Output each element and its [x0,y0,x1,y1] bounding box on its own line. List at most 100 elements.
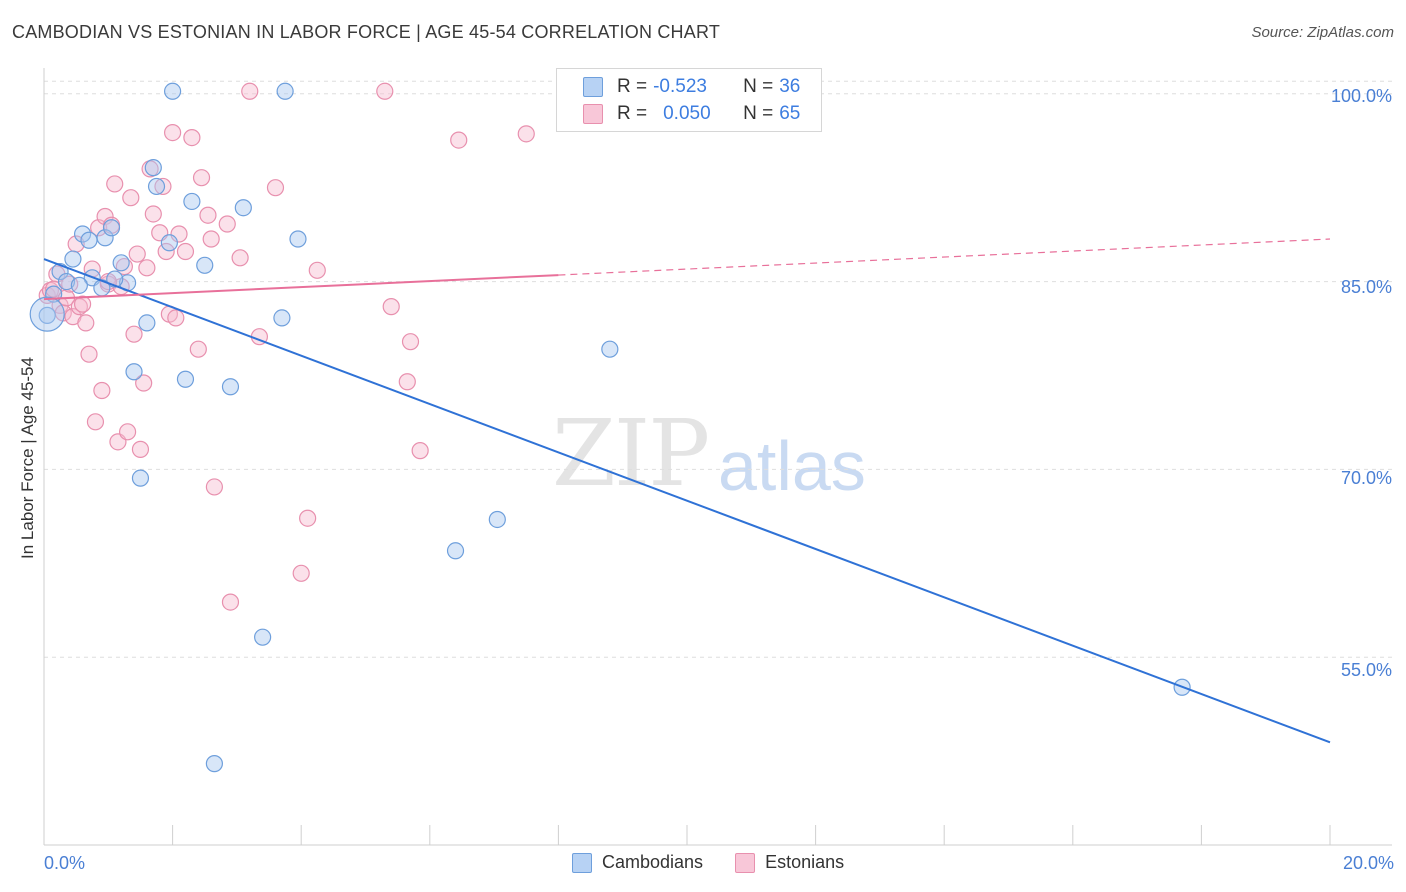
legend-row-cambodians: R = -0.523 N = 36 [583,76,800,98]
estonian-point [517,125,535,143]
series-legend: Cambodians Estonians [572,852,844,873]
cambodian-point [38,306,56,324]
estonian-point [401,333,420,351]
estonian-point [450,131,468,149]
source-credit: Source: ZipAtlas.com [1251,24,1394,41]
r-value: -0.523 [653,76,707,97]
cambodian-point [73,225,92,243]
y-tick-label: 70.0% [1340,468,1392,488]
n-value: 36 [779,76,801,97]
r-label: R = [617,103,648,124]
y-tick-label: 100.0% [1330,86,1392,106]
estonian-point [266,179,285,197]
estonian-point [77,314,95,332]
watermark-atlas: atlas [718,427,866,505]
cambodian-point [144,159,162,177]
estonians-swatch [583,104,603,124]
r-label: R = [617,76,648,97]
cambodian-point [102,219,121,237]
estonian-point [189,340,207,358]
x-tick-label: 20.0% [1342,853,1394,873]
cambodian-point [138,314,156,332]
cambodian-point [446,542,465,560]
estonians-swatch [735,852,756,873]
estonian-point [73,295,92,313]
estonian-point [299,509,317,527]
estonian-point [45,280,63,298]
estonian-point [241,82,259,100]
cambodian-point [183,192,201,211]
estonian-point [199,206,217,224]
estonian-point [80,345,98,363]
estonian-point [138,259,156,277]
estonian-point [308,261,326,279]
estonian-point [183,129,201,147]
y-tick-label: 85.0% [1340,277,1392,297]
estonian-point [202,230,220,248]
cambodian-point [160,234,178,252]
cambodian-cluster-point [29,296,65,332]
y-axis-label: In Labor Force | Age 45-54 [18,357,37,559]
estonian-point [118,423,137,441]
watermark-zip: ZIP [552,400,710,507]
legend-row-estonians: R = 0.050 N = 65 [583,103,800,125]
estonian-point [122,189,140,207]
legend-cambodians: Cambodians [602,852,704,872]
stats-legend: R = -0.523 N = 36 R = 0.050 N = 65 [556,68,822,132]
estonian-point [382,298,400,316]
estonian-point [218,215,236,233]
estonian-point [125,325,143,343]
cambodian-point [234,199,252,217]
cambodian-point [601,340,619,358]
cambodian-point [221,378,240,396]
estonian-trend-extension [558,238,1331,276]
cambodian-point [289,230,307,248]
estonian-point [157,242,175,261]
cambodian-point [147,177,166,196]
cambodian-point [131,469,150,487]
cambodian-point [205,755,223,773]
legend-estonians: Estonians [765,852,845,872]
estonian-point [398,373,416,391]
estonian-point [144,205,162,223]
cambodians-swatch [583,77,603,97]
cambodian-point [196,256,214,274]
estonian-point [164,123,182,142]
n-label: N = [743,76,774,97]
cambodian-point [273,309,291,327]
n-value: 65 [779,103,801,124]
estonian-point [170,225,188,243]
cambodian-point [176,370,195,388]
n-label: N = [743,103,774,124]
estonian-trend-line [43,274,559,301]
r-value: 0.050 [663,103,711,124]
estonian-point [231,249,249,267]
cambodians-swatch [572,852,592,873]
estonian-point [167,309,185,327]
cambodian-point [254,628,272,646]
y-tick-label: 55.0% [1340,660,1392,680]
estonian-point [106,175,124,193]
estonian-point [70,298,88,316]
estonian-point [205,478,223,496]
estonian-point [176,242,195,261]
cambodian-point [164,82,182,100]
cambodian-point [57,272,76,291]
estonian-point [154,177,172,196]
estonian-point [135,374,153,392]
estonian-point [411,442,429,460]
cambodian-point [70,276,88,294]
cambodian-point [125,363,143,381]
estonian-point [192,169,211,187]
cambodian-point [488,510,506,529]
cambodian-point [96,229,114,247]
cambodian-point [80,231,98,249]
estonian-point [86,413,105,431]
estonian-point [376,82,394,100]
estonian-point [221,593,240,611]
cambodian-point [276,82,294,100]
estonian-point [292,564,310,582]
cambodian-point [64,250,82,268]
x-tick-label: 0.0% [44,853,86,873]
